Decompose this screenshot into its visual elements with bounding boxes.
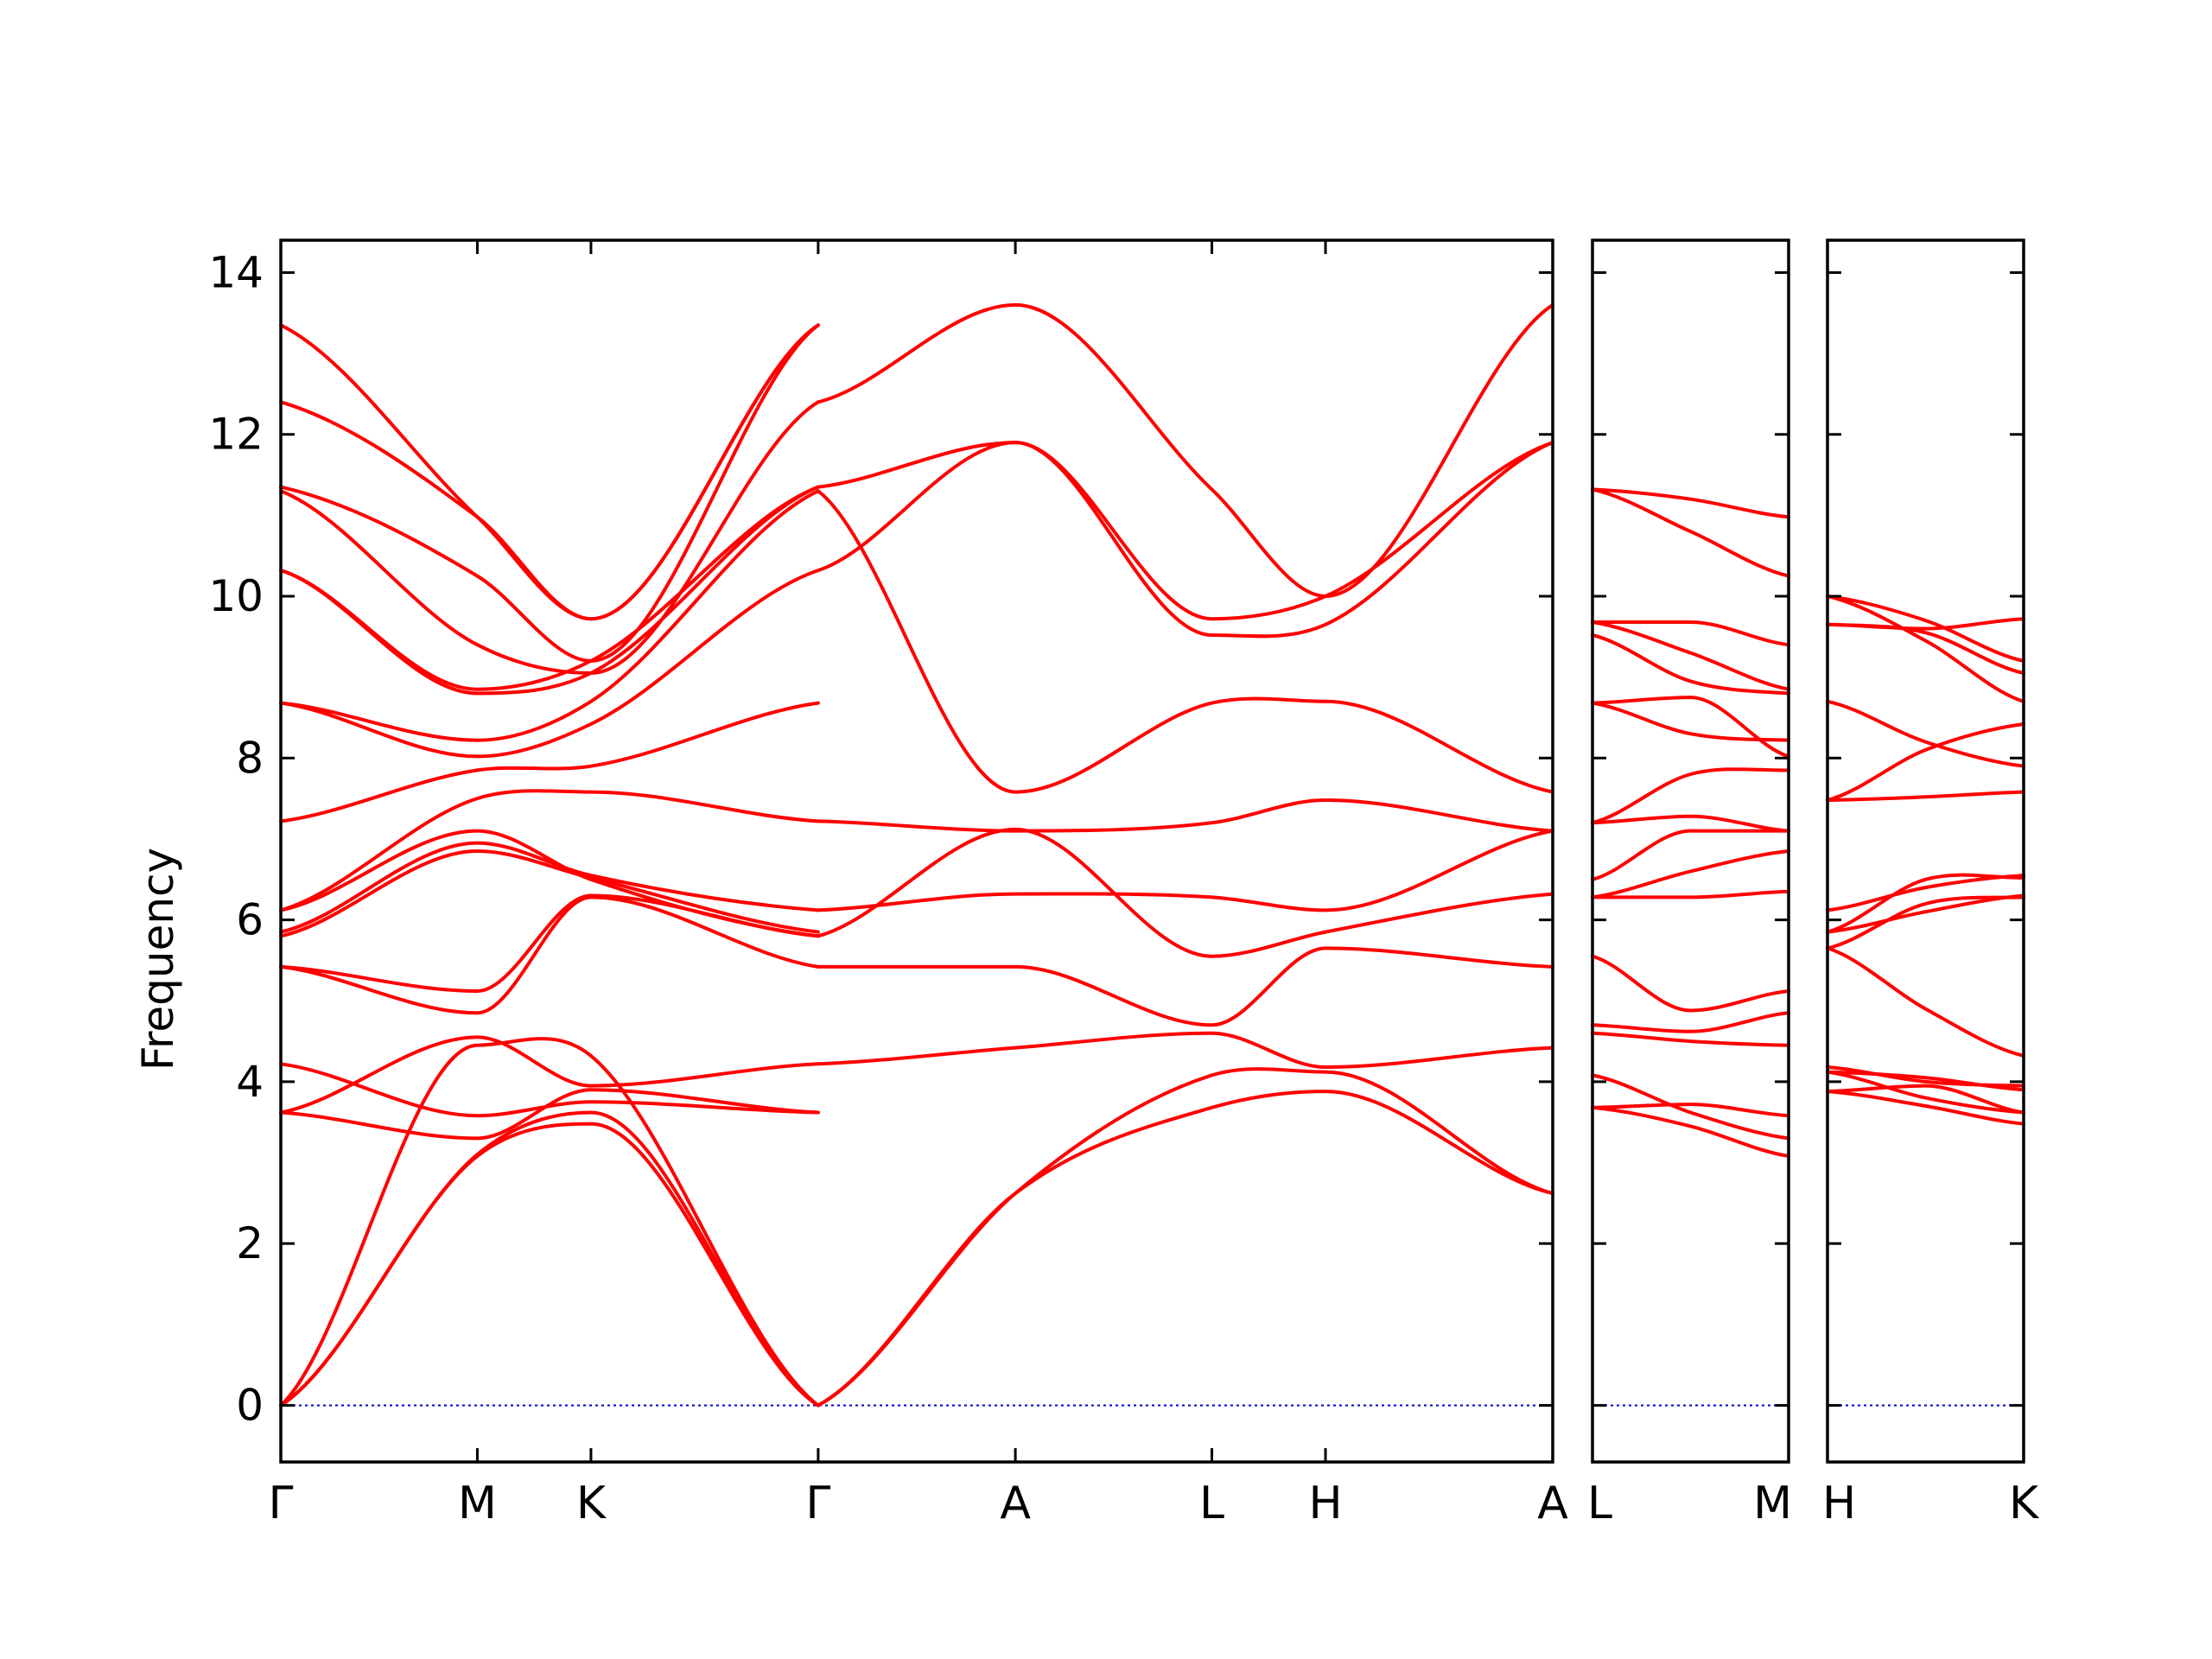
band-line-2 (1826, 1084, 2025, 1115)
band-line-13 (1591, 696, 1790, 759)
band-line-2 (279, 1110, 820, 1408)
band-line-7 (279, 895, 820, 1015)
x-tick-label: M (1753, 1478, 1792, 1529)
band-line-9 (279, 849, 820, 938)
band-line-29 (816, 489, 1554, 794)
band-line-6 (1826, 946, 2025, 1058)
y-axis-label: Frequency (133, 848, 183, 1071)
band-line-20 (279, 323, 820, 621)
band-line-15 (279, 489, 820, 742)
band-line-24 (816, 1031, 1554, 1069)
band-line-12 (1591, 701, 1790, 742)
y-tick-label: 0 (236, 1380, 264, 1430)
y-tick-label: 10 (208, 571, 264, 621)
panel-main-path: 0 2 4 6 8 10 12 14 Γ M K Γ A L H A (208, 238, 1568, 1529)
band-line-25 (816, 946, 1554, 1027)
band-line-23 (816, 1067, 1554, 1408)
band-line-3 (1591, 1073, 1790, 1141)
band-line-16 (1826, 594, 2025, 663)
x-tick-label: Γ (269, 1478, 294, 1529)
x-tick-label: L (1587, 1478, 1612, 1529)
x-tick-label: A (1000, 1478, 1031, 1529)
band-line-6 (279, 1062, 820, 1118)
band-line-17 (1591, 487, 1790, 578)
band-line-18 (279, 400, 820, 675)
band-line-13 (1826, 699, 2025, 768)
band-line-13 (279, 701, 820, 823)
band-line-17 (1826, 594, 2025, 703)
band-line-14 (1591, 633, 1790, 696)
band-line-3 (279, 1037, 820, 1408)
x-tick-label: H (1308, 1478, 1342, 1529)
band-line-4 (279, 1088, 820, 1141)
band-line-11 (1591, 767, 1790, 825)
band-line-21 (279, 323, 820, 621)
band-line-4 (1591, 1031, 1790, 1047)
plot-frame (1826, 238, 2025, 1464)
band-line-6 (1591, 954, 1790, 1013)
band-line-11 (279, 829, 820, 938)
plot-frame (1591, 238, 1790, 1464)
band-line-12 (279, 789, 820, 912)
band-line-19 (279, 323, 820, 663)
band-line-31 (816, 441, 1554, 621)
y-tick-label: 2 (236, 1218, 264, 1268)
band-line-5 (1826, 1065, 2025, 1088)
x-tick-label: K (576, 1478, 607, 1529)
band-line-1 (1826, 1090, 2025, 1126)
band-line-12 (1826, 722, 2025, 802)
band-line-30 (816, 441, 1554, 639)
band-line-28 (816, 798, 1554, 833)
band-line-27 (816, 829, 1554, 912)
band-line-2 (1591, 1103, 1790, 1118)
band-line-32 (816, 302, 1554, 598)
band-line-17 (279, 485, 820, 691)
band-line-10 (1826, 874, 2025, 912)
band-line-10 (279, 841, 820, 934)
y-tick-label: 4 (236, 1057, 264, 1107)
band-line-16 (279, 485, 820, 696)
y-tick-label: 14 (208, 247, 264, 297)
band-line-10 (1591, 814, 1790, 833)
band-line-3 (1826, 1070, 2025, 1115)
band-line-26 (816, 827, 1554, 958)
band-line-9 (1591, 829, 1790, 881)
y-tick-label: 12 (208, 410, 264, 460)
band-line-8 (1591, 849, 1790, 899)
band-line-8 (1826, 893, 2025, 934)
band-line-7 (1826, 895, 2025, 950)
x-tick-label: Γ (805, 1478, 830, 1529)
x-tick-label: M (458, 1478, 497, 1529)
band-line-7 (1591, 889, 1790, 899)
y-tick-label: 6 (236, 895, 264, 945)
band-line-22 (816, 1090, 1554, 1408)
x-tick-label: H (1822, 1478, 1856, 1529)
band-line-14 (279, 569, 820, 759)
x-tick-label: A (1537, 1478, 1568, 1529)
band-line-1 (1591, 1105, 1790, 1158)
band-line-16 (1591, 620, 1790, 647)
band-line-15 (1591, 620, 1790, 691)
band-line-11 (1826, 790, 2025, 802)
y-tick-label: 8 (236, 733, 264, 783)
band-line-18 (1591, 487, 1790, 519)
x-tick-label: L (1199, 1478, 1224, 1529)
band-line-15 (1826, 622, 2025, 675)
band-line-5 (1591, 1011, 1790, 1033)
band-line-1 (279, 1122, 820, 1408)
x-tick-label: K (2009, 1478, 2040, 1529)
plot-frame (279, 238, 1554, 1464)
band-line-5 (279, 1035, 820, 1115)
